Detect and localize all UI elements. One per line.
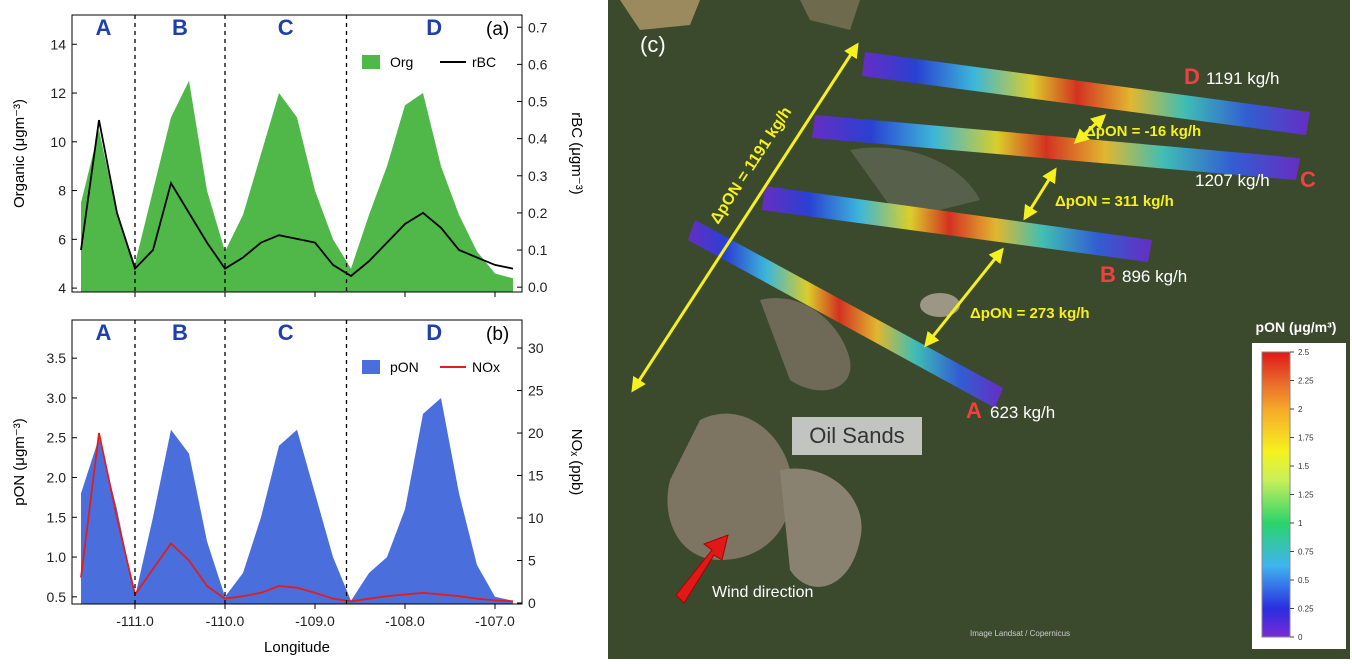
y-tick-label: 8 <box>58 183 66 199</box>
colorbar-tick-label: 2.25 <box>1298 377 1314 386</box>
colorbar <box>1262 352 1290 637</box>
y2-tick-label: 0.6 <box>528 56 548 72</box>
y-tick-label: 4 <box>58 280 66 296</box>
y2-tick-label: 0.0 <box>528 279 548 295</box>
y2-axis-label: NOₓ (ppb) <box>568 429 585 496</box>
legend-label: pON <box>390 359 419 375</box>
section-label: B <box>172 15 188 40</box>
y2-axis-label: rBC (μgm⁻³) <box>568 112 585 194</box>
transect-letter: D <box>1184 64 1200 89</box>
y2-tick-label: 0.7 <box>528 19 548 35</box>
x-tick-label: -108.0 <box>385 613 425 629</box>
area <box>81 81 513 292</box>
colorbar-tick-label: 0.75 <box>1298 548 1314 557</box>
area <box>81 398 513 604</box>
y2-tick-label: 5 <box>528 552 536 568</box>
transect-flux: 623 kg/h <box>990 403 1055 422</box>
y-tick-label: 14 <box>50 36 66 52</box>
x-tick-label: -109.0 <box>295 613 335 629</box>
y-tick-label: 0.5 <box>47 589 67 605</box>
panel-label: (c) <box>640 32 666 57</box>
legend-swatch <box>362 55 380 69</box>
y-tick-label: 1.5 <box>47 509 67 525</box>
x-tick-label: -110.0 <box>206 613 245 629</box>
y-tick-label: 10 <box>50 134 66 150</box>
difference-label: ΔpON = 273 kg/h <box>970 305 1090 322</box>
colorbar-tick-label: 1.75 <box>1298 434 1314 443</box>
transect-flux: 896 kg/h <box>1122 267 1187 286</box>
y2-tick-label: 0 <box>528 595 536 611</box>
y2-tick-label: 25 <box>528 383 544 399</box>
colorbar-tick-label: 1 <box>1298 519 1303 528</box>
section-label: C <box>278 320 294 345</box>
legend-label: Org <box>390 54 413 70</box>
difference-label: ΔpON = -16 kg/h <box>1085 123 1201 140</box>
legend-label: rBC <box>472 54 496 70</box>
section-label: C <box>278 15 294 40</box>
x-tick-label: -111.0 <box>116 613 154 629</box>
x-axis-label: Longitude <box>264 639 330 656</box>
y2-tick-label: 20 <box>528 425 544 441</box>
y2-tick-label: 30 <box>528 340 544 356</box>
colorbar-tick-label: 0.5 <box>1298 576 1310 585</box>
legend-swatch <box>362 360 380 374</box>
wind-label: Wind direction <box>712 584 813 601</box>
map: (c) D 1191 kg/h 1207 kg/h C B 896 kg/h A… <box>608 0 1350 659</box>
charts: A B C D 4 6 8 10 12 14 0.0 0.1 0.2 0.3 0.4 0.5 0.6 0.7 Org… <box>11 15 585 656</box>
colorbar-tick-label: 0.25 <box>1298 605 1314 614</box>
section-label: A <box>96 320 112 345</box>
colorbar-tick-label: 0 <box>1298 633 1303 642</box>
y-tick-label: 2.5 <box>47 430 67 446</box>
transect-letter: B <box>1100 262 1116 287</box>
panel-label: (b) <box>486 324 509 345</box>
y2-tick-label: 10 <box>528 510 544 526</box>
map-background <box>608 0 1350 659</box>
figure: ABCD4681012140.00.10.20.30.40.50.60.7Org… <box>0 0 1352 659</box>
colorbar-tick-label: 2 <box>1298 405 1303 414</box>
y2-tick-label: 0.3 <box>528 168 548 184</box>
x-tick-label: -107.0 <box>475 613 515 629</box>
y-tick-label: 1.0 <box>47 549 67 565</box>
y-tick-label: 3.5 <box>47 350 67 366</box>
section-label: B <box>172 320 188 345</box>
panel-label: (a) <box>486 19 509 40</box>
credit: Image Landsat / Copernicus <box>970 629 1070 638</box>
colorbar-tick-label: 1.25 <box>1298 491 1314 500</box>
y2-tick-label: 0.5 <box>528 94 548 110</box>
section-label: A <box>96 15 112 40</box>
transect-flux: 1207 kg/h <box>1195 171 1270 190</box>
y2-tick-label: 15 <box>528 468 544 484</box>
section-label: D <box>426 320 442 345</box>
mine <box>920 293 960 317</box>
legend-label: NOx <box>472 359 500 375</box>
transect-flux: 1191 kg/h <box>1206 69 1279 88</box>
colorbar-tick-label: 2.5 <box>1298 348 1310 357</box>
y-axis-label: Organic (μgm⁻³) <box>11 99 28 208</box>
y-tick-label: 2.0 <box>47 470 67 486</box>
y-axis-label: pON (μgm⁻³) <box>11 418 28 505</box>
difference-label: ΔpON = 311 kg/h <box>1055 193 1174 210</box>
transect-letter: A <box>966 398 982 423</box>
site-label: Oil Sands <box>809 423 904 448</box>
y2-tick-label: 0.2 <box>528 205 548 221</box>
y-tick-label: 12 <box>50 85 66 101</box>
section-label: D <box>426 15 442 40</box>
y-tick-label: 3.0 <box>47 390 67 406</box>
colorbar-title: pON (μg/m³) <box>1256 319 1337 335</box>
colorbar-tick-label: 1.5 <box>1298 462 1310 471</box>
y2-tick-label: 0.1 <box>528 242 548 258</box>
y-tick-label: 6 <box>58 231 66 247</box>
transect-letter: C <box>1300 167 1316 192</box>
y2-tick-label: 0.4 <box>528 131 548 147</box>
